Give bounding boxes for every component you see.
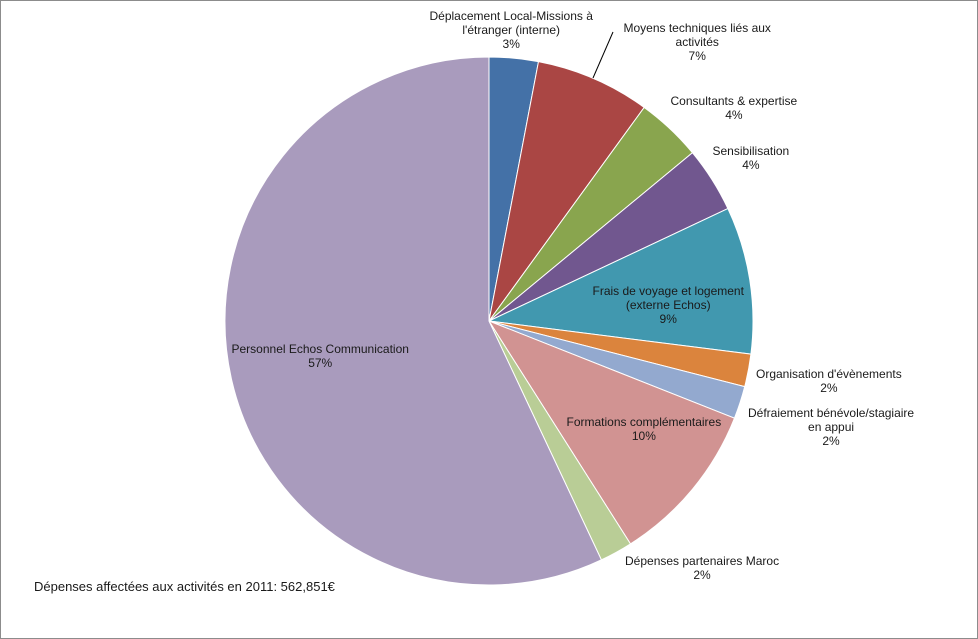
slice-label: Moyens techniques liés aux activités 7% bbox=[624, 21, 771, 63]
slice-label: Formations complémentaires 10% bbox=[567, 415, 722, 443]
slice-percent: 57% bbox=[308, 356, 333, 370]
slice-label-text: Moyens techniques liés aux bbox=[623, 21, 771, 35]
slice-label: Défraiement bénévole/stagiaire en appui 2% bbox=[748, 406, 914, 448]
slice-label: Consultants & expertise 4% bbox=[671, 94, 798, 122]
slice-label: Frais de voyage et logement (externe Echo… bbox=[593, 284, 744, 326]
slice-label-text: Déplacement Local-Missions à bbox=[429, 9, 593, 23]
slice-label: Sensibilisation 4% bbox=[713, 144, 790, 172]
slice-label: Dépenses partenaires Maroc 2% bbox=[625, 554, 779, 582]
slice-label-text: Frais de voyage et logement bbox=[592, 284, 744, 298]
slice-label: Organisation d'évènements 2% bbox=[756, 367, 902, 395]
slice-label-text: Défraiement bénévole/stagiaire bbox=[748, 406, 915, 420]
slice-label-text: en appui bbox=[808, 420, 855, 434]
pie-slice bbox=[224, 56, 603, 586]
pie-slice bbox=[487, 207, 754, 355]
slice-label: Déplacement Local-Missions à l'étranger (… bbox=[430, 9, 593, 51]
slice-label-text: Personnel Echos Communication bbox=[231, 342, 409, 356]
slice-percent: 3% bbox=[502, 37, 520, 51]
slice-label: Personnel Echos Communication 57% bbox=[232, 342, 409, 370]
total-footnote: Dépenses affectées aux activités en 2011… bbox=[34, 579, 335, 594]
slice-label-text: Formations complémentaires bbox=[566, 415, 722, 429]
slice-percent: 10% bbox=[631, 429, 656, 443]
slice-percent: 4% bbox=[725, 108, 743, 122]
slice-percent: 7% bbox=[688, 49, 706, 63]
slice-label-text: activités bbox=[675, 35, 719, 49]
slice-label-text: (externe Echos) bbox=[625, 298, 711, 312]
slice-percent: 2% bbox=[820, 381, 838, 395]
slice-label-text: Consultants & expertise bbox=[670, 94, 798, 108]
pie-slice bbox=[487, 319, 736, 545]
slice-label-text: Sensibilisation bbox=[712, 144, 790, 158]
slice-percent: 2% bbox=[822, 434, 840, 448]
pie-slice bbox=[488, 61, 645, 322]
slice-label-text: Organisation d'évènements bbox=[756, 367, 902, 381]
slice-label-text: Dépenses partenaires Maroc bbox=[625, 554, 780, 568]
slice-percent: 9% bbox=[659, 312, 677, 326]
slice-percent: 2% bbox=[693, 568, 711, 582]
slice-percent: 4% bbox=[742, 158, 760, 172]
leader-line bbox=[592, 31, 614, 79]
slice-label-text: l'étranger (interne) bbox=[462, 23, 561, 37]
